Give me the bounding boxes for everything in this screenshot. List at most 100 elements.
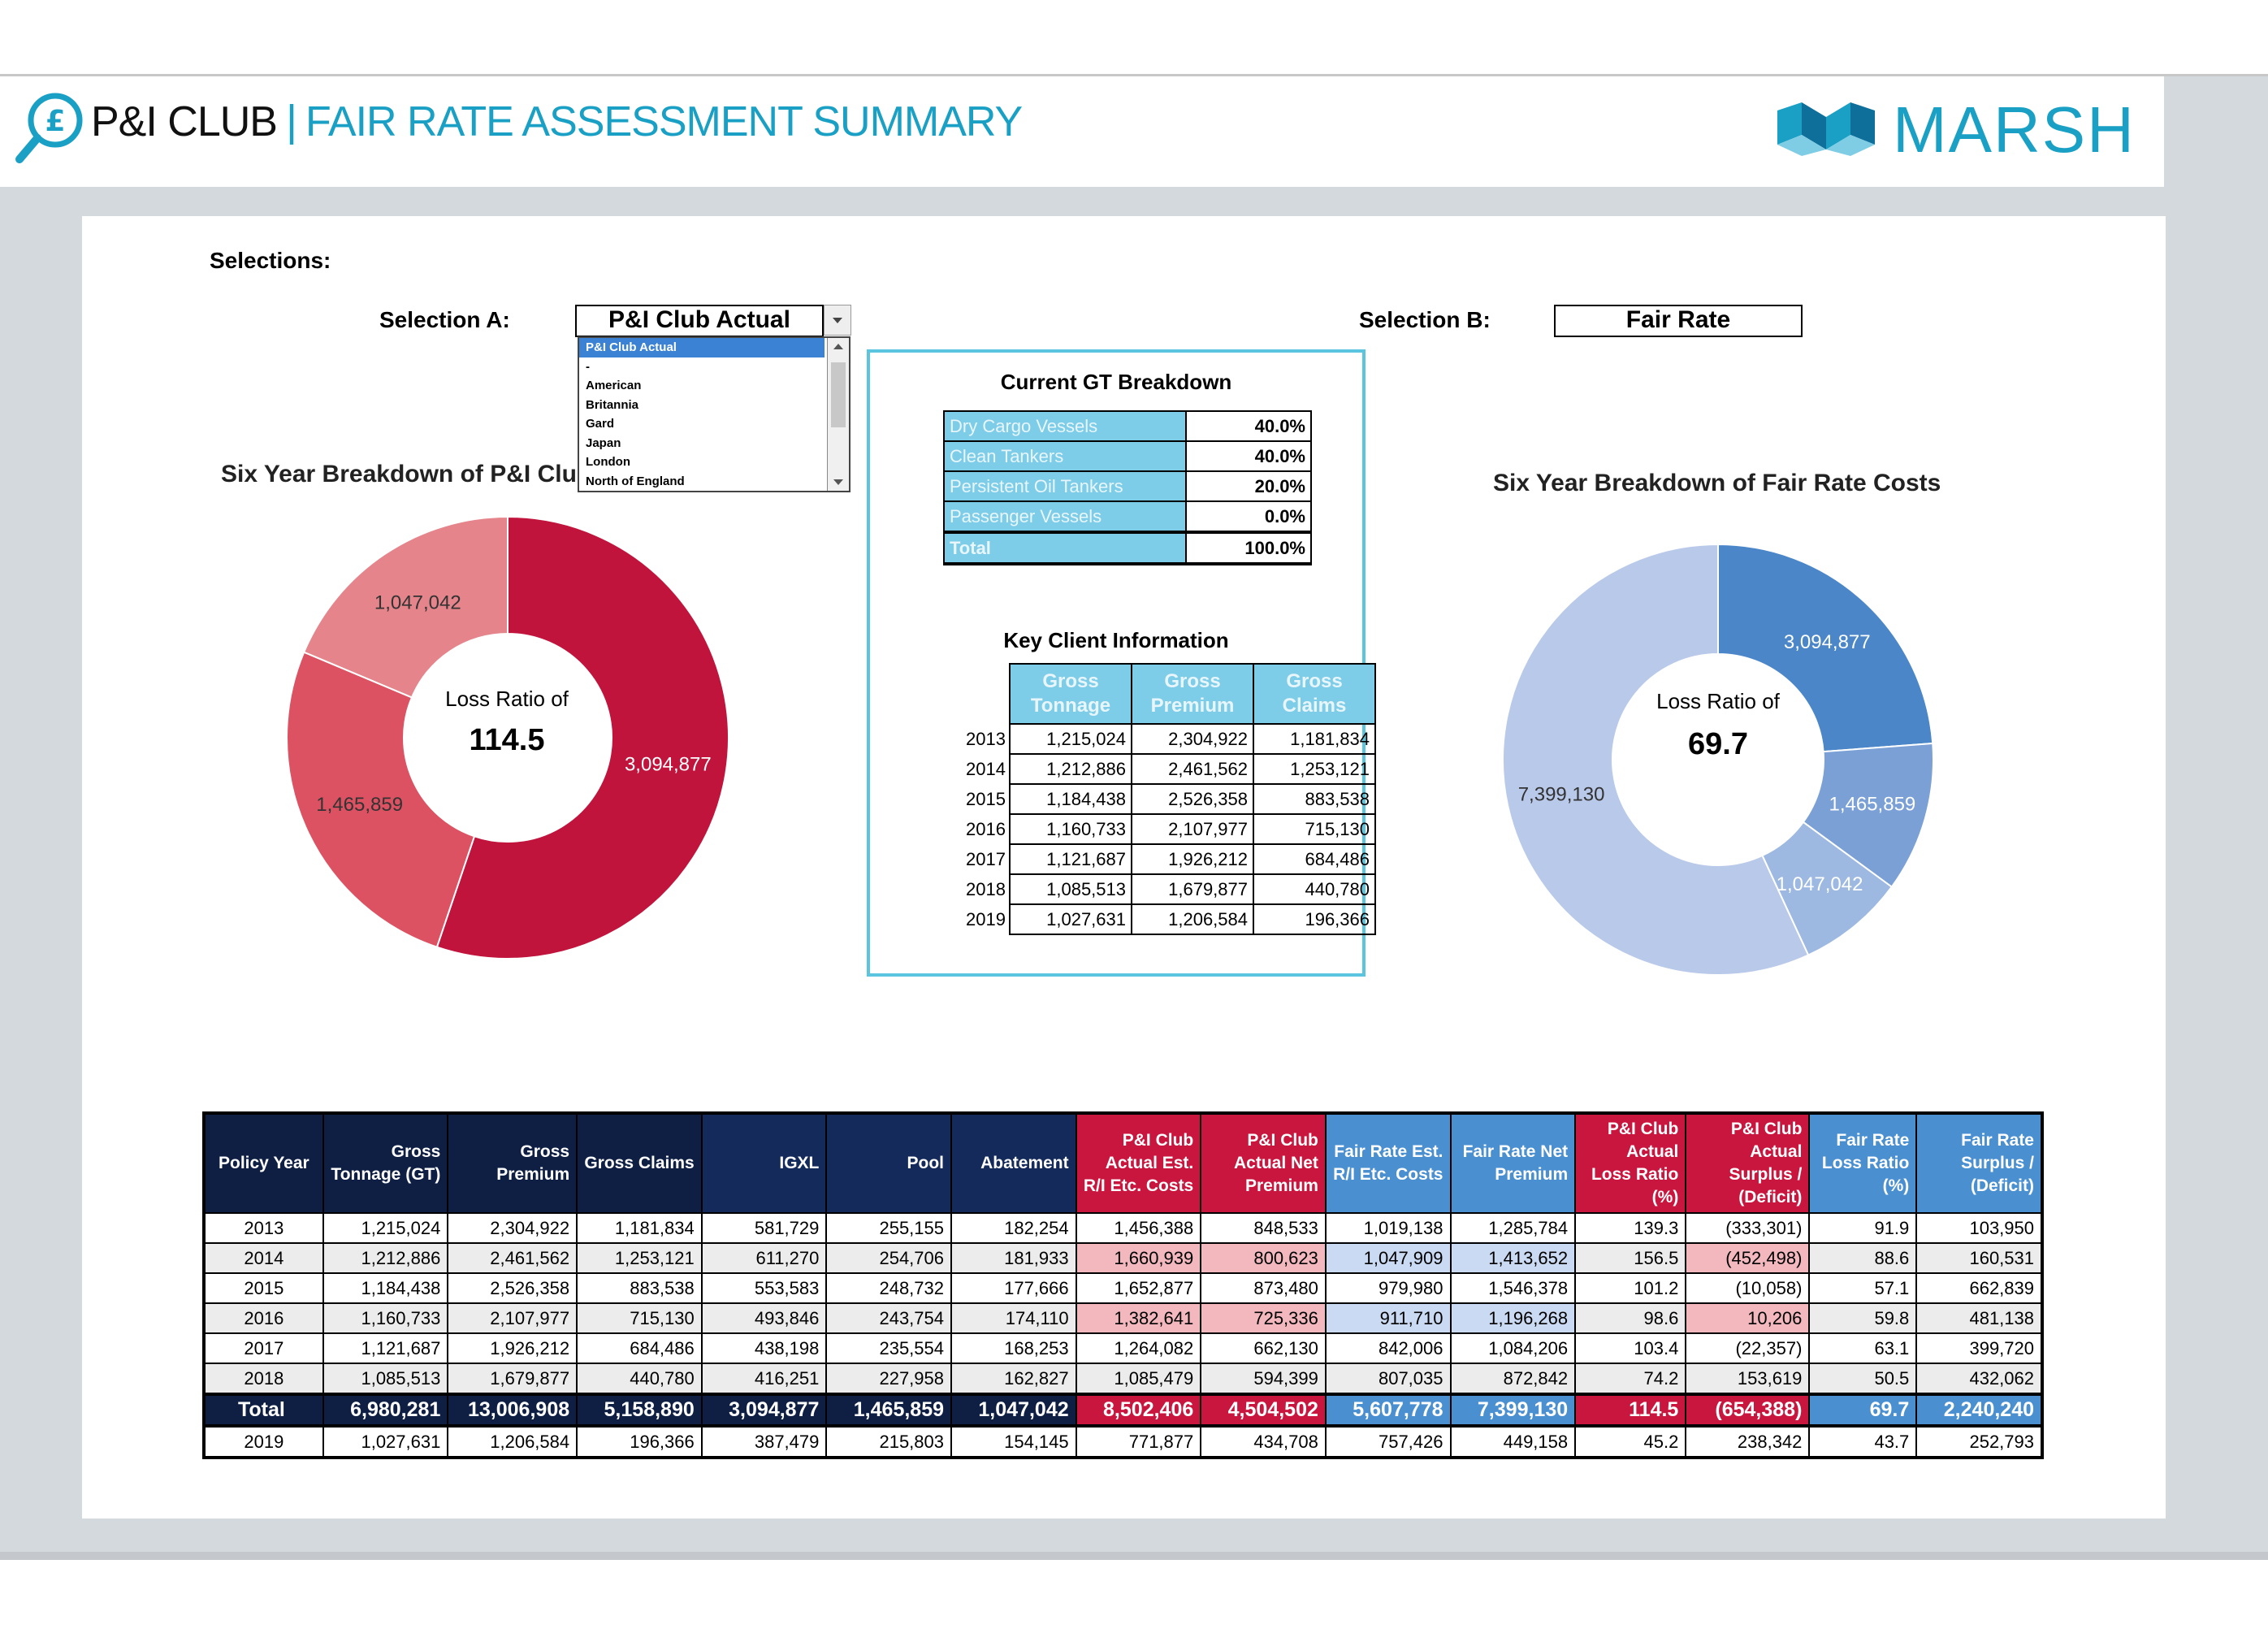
value-cell: 1,181,834 bbox=[1253, 723, 1376, 755]
table-cell: 5,607,778 bbox=[1324, 1393, 1452, 1428]
vessel-type: Clean Tankers bbox=[943, 440, 1187, 472]
table-row: 2016 1,160,733 2,107,977 715,130 493,846 243,… bbox=[203, 1302, 2043, 1334]
pie-data-label: 3,094,877 bbox=[625, 753, 712, 775]
table-cell: 5,158,890 bbox=[576, 1393, 703, 1428]
table-cell: 1,546,378 bbox=[1449, 1272, 1577, 1304]
year-cell: 2013 bbox=[966, 728, 1006, 749]
col-header: Fair Rate Surplus / (Deficit) bbox=[1915, 1112, 2043, 1214]
value-cell: 1,121,687 bbox=[1009, 843, 1132, 875]
table-cell: 139.3 bbox=[1574, 1212, 1687, 1244]
selection-b-dropdown[interactable]: Fair Rate bbox=[1554, 305, 1803, 337]
year-header-blank bbox=[897, 664, 1010, 724]
dropdown-option[interactable]: London bbox=[586, 455, 630, 469]
col-header: P&I Club Actual Net Premium bbox=[1200, 1112, 1327, 1214]
year-cell: 2019 bbox=[966, 908, 1006, 929]
table-row: Passenger Vessels 0.0% bbox=[943, 500, 1312, 533]
table-row: 2013 1,215,024 2,304,922 1,181,834 bbox=[897, 723, 1376, 755]
table-cell: 1,047,909 bbox=[1324, 1242, 1452, 1274]
table-cell: 6,980,281 bbox=[322, 1393, 449, 1428]
table-cell: 432,062 bbox=[1915, 1363, 2043, 1395]
table-cell: 255,155 bbox=[825, 1212, 952, 1244]
table-cell: 1,926,212 bbox=[447, 1332, 578, 1364]
pie-slice bbox=[302, 515, 509, 699]
table-cell: 98.6 bbox=[1574, 1302, 1687, 1334]
title-separator: | bbox=[286, 97, 298, 145]
table-cell: 911,710 bbox=[1324, 1302, 1452, 1334]
table-cell: 800,623 bbox=[1200, 1242, 1327, 1274]
table-cell: 1,456,388 bbox=[1075, 1212, 1202, 1244]
table-cell: 848,533 bbox=[1200, 1212, 1327, 1244]
value-cell: 440,780 bbox=[1253, 873, 1376, 905]
table-cell: 872,842 bbox=[1449, 1363, 1577, 1395]
table-cell: 2,304,922 bbox=[447, 1212, 578, 1244]
table-cell: 553,583 bbox=[700, 1272, 828, 1304]
table-cell: 1,160,733 bbox=[322, 1302, 449, 1334]
value-cell: 1,027,631 bbox=[1009, 903, 1132, 935]
table-cell: 174,110 bbox=[950, 1302, 1077, 1334]
table-cell: 662,839 bbox=[1915, 1272, 2043, 1304]
dropdown-option[interactable]: Britannia bbox=[586, 397, 639, 412]
table-cell: 1,121,687 bbox=[322, 1332, 449, 1364]
table-cell: 2014 bbox=[203, 1242, 324, 1274]
table-row: Persistent Oil Tankers 20.0% bbox=[943, 470, 1312, 502]
table-cell: 254,706 bbox=[825, 1242, 952, 1274]
table-cell: 196,366 bbox=[576, 1425, 703, 1458]
value-cell: 684,486 bbox=[1253, 843, 1376, 875]
value-cell: 2,304,922 bbox=[1131, 723, 1254, 755]
pie-data-label: 7,399,130 bbox=[1518, 783, 1605, 805]
table-cell: 7,399,130 bbox=[1449, 1393, 1577, 1428]
selection-a-dropdown-list[interactable]: P&I Club Actual - American Britannia Gar… bbox=[578, 336, 850, 492]
dropdown-option[interactable]: North of England bbox=[586, 474, 685, 488]
col-header: Gross Tonnage (GT) bbox=[322, 1112, 449, 1214]
table-cell: 449,158 bbox=[1449, 1425, 1577, 1458]
table-cell: 434,708 bbox=[1200, 1425, 1327, 1458]
pie-slice bbox=[435, 515, 729, 960]
table-cell: 725,336 bbox=[1200, 1302, 1327, 1334]
pie-data-label: 1,465,859 bbox=[1829, 793, 1916, 815]
dropdown-option[interactable]: - bbox=[586, 359, 590, 374]
dropdown-option[interactable]: American bbox=[586, 379, 642, 392]
table-cell: 1,382,641 bbox=[1075, 1302, 1202, 1334]
vessel-pct: 40.0% bbox=[1185, 440, 1312, 472]
year-cell: 2017 bbox=[966, 848, 1006, 869]
table-cell: 160,531 bbox=[1915, 1242, 2043, 1274]
table-cell: 594,399 bbox=[1200, 1363, 1327, 1395]
vessel-pct: 40.0% bbox=[1185, 410, 1312, 442]
dropdown-option[interactable]: P&I Club Actual bbox=[579, 338, 825, 357]
right-donut-chart: 3,094,877 1,465,859 1,047,042 7,399,130 bbox=[1502, 543, 1934, 976]
brand-name: MARSH bbox=[1893, 93, 2136, 166]
dropdown-option[interactable]: Japan bbox=[586, 435, 621, 450]
gt-breakdown-title: Current GT Breakdown bbox=[1000, 370, 1232, 394]
table-row: 2013 1,215,024 2,304,922 1,181,834 581,729 25… bbox=[203, 1212, 2043, 1244]
vessel-pct: 20.0% bbox=[1185, 470, 1312, 502]
table-cell: 1,652,877 bbox=[1075, 1272, 1202, 1304]
table-cell: 807,035 bbox=[1324, 1363, 1452, 1395]
table-row: 2018 1,085,513 1,679,877 440,780 bbox=[897, 873, 1376, 905]
search-pound-icon: £ bbox=[15, 93, 83, 163]
table-cell: 1,215,024 bbox=[322, 1212, 449, 1244]
selection-a-dropdown[interactable]: P&I Club Actual bbox=[575, 305, 824, 337]
table-cell: 883,538 bbox=[576, 1272, 703, 1304]
chevron-down-icon bbox=[833, 318, 842, 323]
table-row: 2017 1,121,687 1,926,212 684,486 bbox=[897, 843, 1376, 875]
dropdown-arrow-button[interactable] bbox=[824, 305, 851, 336]
table-cell: 481,138 bbox=[1915, 1302, 2043, 1334]
col-header: P&I Club Actual Loss Ratio (%) bbox=[1574, 1112, 1687, 1214]
dropdown-scrollbar[interactable] bbox=[827, 338, 849, 491]
table-header-row: Gross Tonnage Gross Premium Gross Claims bbox=[897, 663, 1376, 725]
table-cell: 10,206 bbox=[1685, 1302, 1811, 1334]
summary-table: Policy Year Gross Tonnage (GT) Gross Premi… bbox=[202, 1111, 2044, 1459]
selection-b-label: Selection B: bbox=[1359, 307, 1491, 332]
table-cell: 162,827 bbox=[950, 1363, 1077, 1395]
header-side-panel bbox=[2164, 76, 2268, 187]
dropdown-option[interactable]: Gard bbox=[586, 417, 615, 431]
table-cell: 1,027,631 bbox=[322, 1425, 449, 1458]
table-row: 2015 1,184,438 2,526,358 883,538 553,583 248,… bbox=[203, 1272, 2043, 1304]
table-cell: 2015 bbox=[203, 1272, 324, 1304]
col-header: Gross Claims bbox=[1253, 663, 1376, 725]
table-cell: 979,980 bbox=[1324, 1272, 1452, 1304]
table-cell: 63.1 bbox=[1808, 1332, 1918, 1364]
col-header: Gross Tonnage bbox=[1009, 663, 1132, 725]
table-row: Clean Tankers 40.0% bbox=[943, 440, 1312, 472]
left-donut-chart: 3,094,877 1,465,859 1,047,042 bbox=[286, 515, 729, 960]
